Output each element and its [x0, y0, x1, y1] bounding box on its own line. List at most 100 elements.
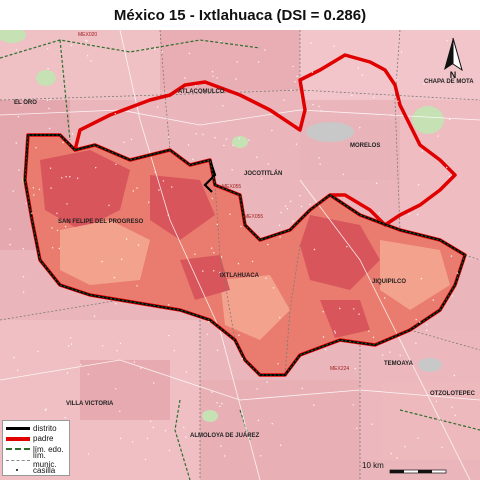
- casilla-dot: [241, 357, 243, 360]
- casilla-dot: [251, 260, 254, 263]
- place-label: IXTLAHUACA: [220, 273, 260, 279]
- casilla-dot: [46, 48, 49, 50]
- casilla-dot: [192, 158, 194, 160]
- casilla-dot: [264, 49, 266, 51]
- casilla-dot: [229, 213, 231, 215]
- casilla-dot: [256, 388, 258, 390]
- casilla-dot: [356, 427, 358, 429]
- casilla-dot: [64, 225, 67, 228]
- casilla-dot: [260, 455, 262, 457]
- casilla-dot: [318, 157, 320, 159]
- casilla-dot: [416, 213, 419, 216]
- place-label: ALMOLOYA DE JUÁREZ: [190, 432, 260, 439]
- casilla-dot: [119, 437, 122, 440]
- municipal-line-icon: [6, 456, 30, 464]
- casilla-dot: [12, 190, 14, 192]
- casilla-dot: [353, 308, 355, 310]
- casilla-dot: [423, 83, 425, 85]
- legend: distrito padre lím. edo. lím. munic. cas…: [2, 420, 70, 476]
- casilla-dot: [375, 182, 378, 184]
- casilla-dot: [216, 402, 218, 404]
- casilla-dot: [381, 354, 384, 356]
- casilla-dot: [396, 457, 398, 459]
- casilla-dot: [154, 171, 156, 173]
- casilla-dot: [156, 106, 159, 108]
- casilla-dot: [237, 263, 240, 265]
- casilla-dot: [351, 94, 353, 97]
- casilla-dot: [357, 67, 359, 69]
- casilla-dot: [313, 248, 316, 251]
- casilla-dot: [213, 270, 215, 272]
- place-label: TEMOAYA: [384, 361, 414, 367]
- casilla-dot: [371, 423, 373, 425]
- casilla-dot: [225, 138, 228, 140]
- casilla-dot: [202, 270, 204, 272]
- casilla-dot: [137, 244, 140, 246]
- legend-label: lím. munic.: [33, 450, 57, 469]
- casilla-dot: [206, 333, 208, 336]
- casilla-dot: [234, 274, 237, 277]
- casilla-dot: [168, 449, 171, 452]
- casilla-dot: [322, 336, 325, 338]
- casilla-dot: [56, 212, 58, 214]
- casilla-dot: [202, 133, 204, 136]
- casilla-dot: [32, 187, 35, 189]
- casilla-dot: [220, 445, 222, 447]
- casilla-dot: [161, 50, 163, 53]
- casilla-dot: [132, 190, 134, 192]
- casilla-dot: [15, 142, 17, 144]
- casilla-dot: [136, 187, 138, 189]
- casilla-dot: [220, 40, 222, 43]
- place-label: JIQUIPILCO: [372, 279, 406, 285]
- casilla-dot: [284, 205, 287, 207]
- casilla-dot: [399, 354, 401, 357]
- casilla-dot: [334, 330, 336, 332]
- casilla-dot: [450, 255, 453, 257]
- casilla-dot: [49, 167, 52, 169]
- casilla-dot: [400, 51, 403, 53]
- casilla-dot: [101, 260, 103, 263]
- casilla-dot: [66, 372, 69, 374]
- casilla-dot: [267, 163, 269, 165]
- casilla-dot: [391, 114, 393, 116]
- legend-label: casilla: [33, 465, 56, 475]
- casilla-dot: [354, 367, 356, 370]
- casilla-dot: [352, 404, 355, 406]
- casilla-dot: [164, 430, 167, 432]
- casilla-dot: [441, 446, 443, 449]
- north-label: N: [450, 70, 457, 80]
- place-label: ATLACOMULCO: [178, 89, 225, 95]
- place-label: JOCOTITLÁN: [244, 170, 282, 177]
- casilla-dot: [319, 163, 321, 165]
- distrito-line-icon: [6, 424, 30, 432]
- casilla-dot: [320, 110, 323, 112]
- casilla-dot: [257, 419, 260, 422]
- casilla-dot: [51, 227, 53, 229]
- place-label: SAN FELIPE DEL PROGRESO: [58, 219, 144, 225]
- casilla-dot: [115, 303, 117, 305]
- casilla-dot: [324, 348, 327, 351]
- casilla-dot: [271, 423, 273, 425]
- green-areas: [0, 30, 444, 422]
- legend-label: distrito: [33, 423, 57, 433]
- casilla-dot: [212, 75, 214, 77]
- casilla-dot: [162, 180, 165, 182]
- casilla-dot: [77, 177, 79, 179]
- casilla-dot: [221, 402, 223, 405]
- casilla-dot: [158, 189, 160, 191]
- casilla-dot: [312, 104, 314, 106]
- roads: [0, 30, 480, 480]
- casilla-dot: [456, 272, 459, 274]
- casilla-dot: [232, 144, 234, 146]
- casilla-dot: [25, 202, 27, 205]
- casilla-dot: [372, 336, 375, 338]
- place-labels: EL ORO ATLACOMULCO CHAPA DE MOTA MORELOS…: [14, 79, 476, 439]
- casilla-dot: [266, 381, 268, 383]
- north-arrow-right: [452, 37, 463, 72]
- casilla-dot: [448, 118, 451, 121]
- casilla-dot: [216, 77, 218, 79]
- casilla-dot: [311, 71, 314, 73]
- casilla-dot: [31, 212, 33, 214]
- casilla-dot: [448, 175, 451, 178]
- casilla-dot: [318, 105, 320, 108]
